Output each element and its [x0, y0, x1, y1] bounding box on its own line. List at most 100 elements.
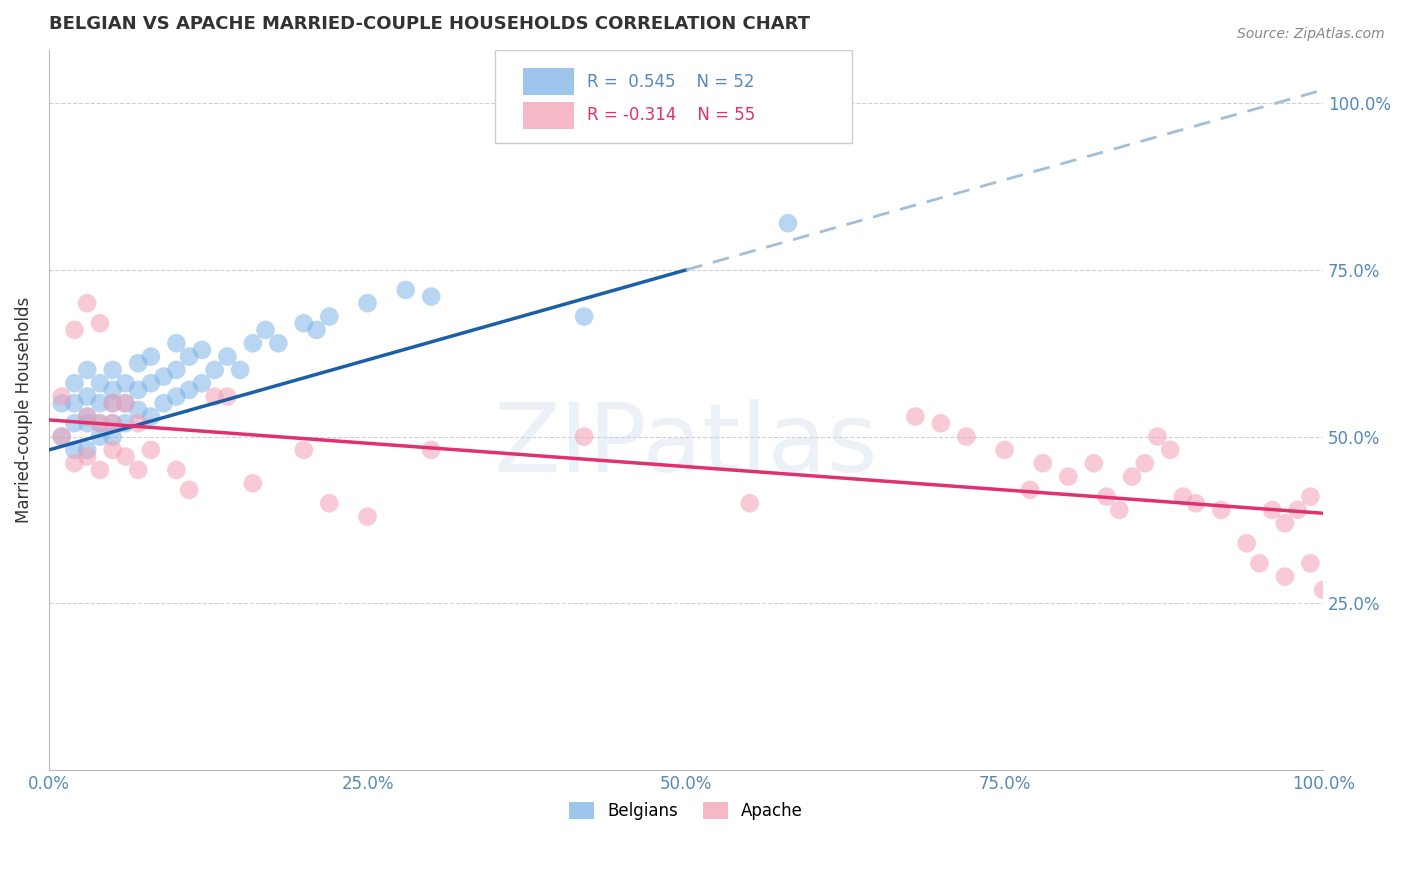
- Point: [179, 483, 201, 497]
- Point: [89, 463, 111, 477]
- Point: [420, 289, 443, 303]
- Point: [1211, 503, 1233, 517]
- Point: [63, 323, 86, 337]
- Point: [994, 442, 1017, 457]
- Point: [51, 396, 73, 410]
- Point: [420, 442, 443, 457]
- FancyBboxPatch shape: [523, 102, 574, 129]
- Point: [955, 429, 977, 443]
- Point: [139, 376, 162, 391]
- Point: [204, 363, 226, 377]
- Point: [152, 396, 174, 410]
- Point: [904, 409, 927, 424]
- Point: [292, 442, 315, 457]
- Point: [1095, 490, 1118, 504]
- Point: [305, 323, 328, 337]
- Point: [1133, 456, 1156, 470]
- Point: [776, 216, 799, 230]
- Point: [242, 476, 264, 491]
- Point: [101, 396, 124, 410]
- Point: [179, 350, 201, 364]
- Point: [89, 416, 111, 430]
- Point: [267, 336, 290, 351]
- Point: [89, 416, 111, 430]
- Point: [101, 363, 124, 377]
- Point: [89, 429, 111, 443]
- FancyBboxPatch shape: [523, 68, 574, 95]
- Point: [204, 390, 226, 404]
- Point: [101, 429, 124, 443]
- Point: [1121, 469, 1143, 483]
- Point: [127, 403, 149, 417]
- Point: [1274, 569, 1296, 583]
- Point: [139, 350, 162, 364]
- Point: [63, 416, 86, 430]
- Point: [127, 383, 149, 397]
- Point: [356, 509, 378, 524]
- Point: [114, 396, 136, 410]
- Point: [1083, 456, 1105, 470]
- Point: [63, 396, 86, 410]
- Point: [254, 323, 277, 337]
- Point: [114, 450, 136, 464]
- Point: [114, 396, 136, 410]
- Text: Source: ZipAtlas.com: Source: ZipAtlas.com: [1237, 27, 1385, 41]
- Point: [76, 363, 98, 377]
- Point: [1159, 442, 1181, 457]
- Point: [292, 316, 315, 330]
- Point: [1146, 429, 1168, 443]
- Point: [572, 429, 595, 443]
- Text: BELGIAN VS APACHE MARRIED-COUPLE HOUSEHOLDS CORRELATION CHART: BELGIAN VS APACHE MARRIED-COUPLE HOUSEHO…: [49, 15, 810, 33]
- Point: [76, 409, 98, 424]
- Point: [1236, 536, 1258, 550]
- Point: [1171, 490, 1194, 504]
- Point: [127, 416, 149, 430]
- Point: [114, 376, 136, 391]
- Point: [76, 442, 98, 457]
- Point: [1274, 516, 1296, 531]
- Point: [51, 429, 73, 443]
- Point: [395, 283, 418, 297]
- Point: [229, 363, 252, 377]
- Point: [179, 383, 201, 397]
- Point: [217, 350, 239, 364]
- Point: [1261, 503, 1284, 517]
- Text: R =  0.545    N = 52: R = 0.545 N = 52: [586, 72, 754, 90]
- Point: [89, 316, 111, 330]
- Point: [1299, 556, 1322, 570]
- Text: ZIPatlas: ZIPatlas: [494, 400, 879, 492]
- Point: [139, 409, 162, 424]
- Point: [318, 496, 340, 510]
- Point: [165, 336, 187, 351]
- Point: [76, 296, 98, 310]
- Point: [738, 496, 761, 510]
- Point: [101, 442, 124, 457]
- Point: [51, 390, 73, 404]
- Point: [929, 416, 952, 430]
- Point: [127, 356, 149, 370]
- Point: [76, 390, 98, 404]
- Point: [89, 376, 111, 391]
- Point: [1032, 456, 1054, 470]
- Point: [76, 450, 98, 464]
- Point: [1249, 556, 1271, 570]
- Point: [76, 416, 98, 430]
- Point: [1184, 496, 1206, 510]
- Point: [1019, 483, 1042, 497]
- Point: [152, 369, 174, 384]
- Point: [76, 409, 98, 424]
- Point: [165, 363, 187, 377]
- Point: [101, 416, 124, 430]
- Point: [165, 463, 187, 477]
- Point: [191, 376, 214, 391]
- Point: [191, 343, 214, 357]
- Point: [89, 396, 111, 410]
- Point: [1312, 582, 1334, 597]
- Point: [139, 442, 162, 457]
- Point: [63, 376, 86, 391]
- Point: [242, 336, 264, 351]
- Point: [51, 429, 73, 443]
- Point: [114, 416, 136, 430]
- Point: [572, 310, 595, 324]
- Point: [318, 310, 340, 324]
